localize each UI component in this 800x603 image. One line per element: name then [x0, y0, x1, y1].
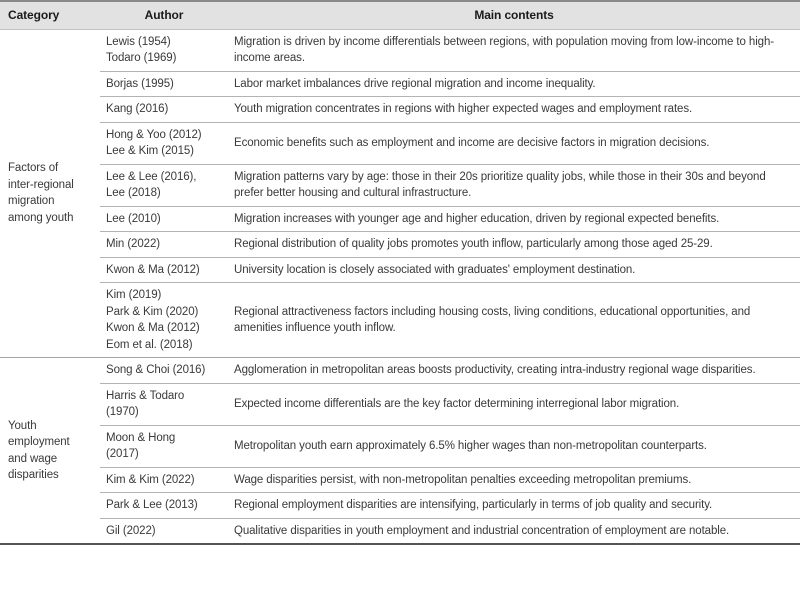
table-row: Park & Lee (2013) Regional employment dis…	[0, 492, 800, 518]
table-body: Factors of inter-regional migration amon…	[0, 29, 800, 544]
content-cell: Expected income differentials are the ke…	[228, 382, 800, 425]
column-header-main-contents: Main contents	[228, 1, 800, 30]
literature-review-table: Category Author Main contents Factors of…	[0, 0, 800, 545]
table-row: Hong & Yoo (2012) Lee & Kim (2015) Econom…	[0, 121, 800, 164]
table-row: Factors of inter-regional migration amon…	[0, 29, 800, 224]
author-cell: Lee (2010)	[100, 205, 228, 232]
author-cell: Harris & Todaro (1970)	[100, 382, 228, 425]
author-cell: Kim & Kim (2022)	[100, 466, 228, 493]
column-header-author: Author	[100, 1, 228, 30]
content-cell: Migration increases with younger age and…	[228, 205, 800, 232]
author-cell: Lewis (1954) Todaro (1969)	[106, 35, 177, 65]
table-row: Borjas (1995) Labor market imbalances dri…	[0, 70, 800, 97]
content-cell: Regional distribution of quality jobs pr…	[228, 231, 800, 257]
author-cell: Lee & Lee (2016), Lee (2018)	[100, 163, 228, 206]
content-cell: Agglomeration in metropolitan areas boos…	[228, 357, 800, 383]
author-cell: Borjas (1995)	[100, 70, 228, 97]
author-cell: Kwon & Ma (2012)	[100, 256, 228, 283]
author-cell: Hong & Yoo (2012) Lee & Kim (2015)	[100, 121, 228, 164]
table-row: Gil (2022) Qualitative disparities in you…	[0, 517, 800, 544]
author-cell: Kang (2016)	[100, 96, 228, 122]
content-cell: Metropolitan youth earn approximately 6.…	[228, 424, 800, 467]
content-cell: Regional employment disparities are inte…	[228, 492, 800, 518]
table-row: Harris & Todaro (1970) Expected income di…	[0, 382, 800, 425]
table-row: Kim & Kim (2022) Wage disparities persist…	[0, 466, 800, 493]
content-cell: Migration is driven by income differenti…	[234, 35, 774, 65]
author-cell: Song & Choi (2016)	[100, 357, 228, 383]
category-cell: Youth employment and wage disparities	[0, 357, 100, 544]
content-cell: Youth migration concentrates in regions …	[228, 96, 800, 122]
content-cell: Regional attractiveness factors includin…	[228, 282, 800, 358]
category-cell: Factors of inter-regional migration amon…	[8, 162, 74, 224]
content-cell: Wage disparities persist, with non-metro…	[228, 466, 800, 493]
table-header: Category Author Main contents	[0, 1, 800, 30]
table-row: Kim (2019) Park & Kim (2020) Kwon & Ma (…	[0, 282, 800, 358]
table-row: Lee (2010) Migration increases with young…	[0, 205, 800, 232]
author-cell: Gil (2022)	[100, 517, 228, 544]
table-row: Lee & Lee (2016), Lee (2018) Migration pa…	[0, 163, 800, 206]
content-cell: Labor market imbalances drive regional m…	[228, 70, 800, 97]
content-cell: Economic benefits such as employment and…	[228, 121, 800, 164]
author-cell: Park & Lee (2013)	[100, 492, 228, 518]
author-cell: Kim (2019) Park & Kim (2020) Kwon & Ma (…	[100, 282, 228, 358]
table-row: Youth employment and wage disparities Son…	[0, 357, 800, 544]
content-cell: Migration patterns vary by age: those in…	[228, 163, 800, 206]
table-row: Kwon & Ma (2012) University location is c…	[0, 256, 800, 283]
author-cell: Moon & Hong (2017)	[100, 424, 228, 467]
column-header-category: Category	[0, 1, 100, 30]
content-cell: University location is closely associate…	[228, 256, 800, 283]
table-row: Min (2022) Regional distribution of quali…	[0, 231, 800, 257]
author-cell: Min (2022)	[100, 231, 228, 257]
content-cell: Qualitative disparities in youth employm…	[228, 517, 800, 544]
header-row: Category Author Main contents	[0, 1, 800, 30]
table-row: Kang (2016) Youth migration concentrates …	[0, 96, 800, 122]
table-row: Moon & Hong (2017) Metropolitan youth ear…	[0, 424, 800, 467]
